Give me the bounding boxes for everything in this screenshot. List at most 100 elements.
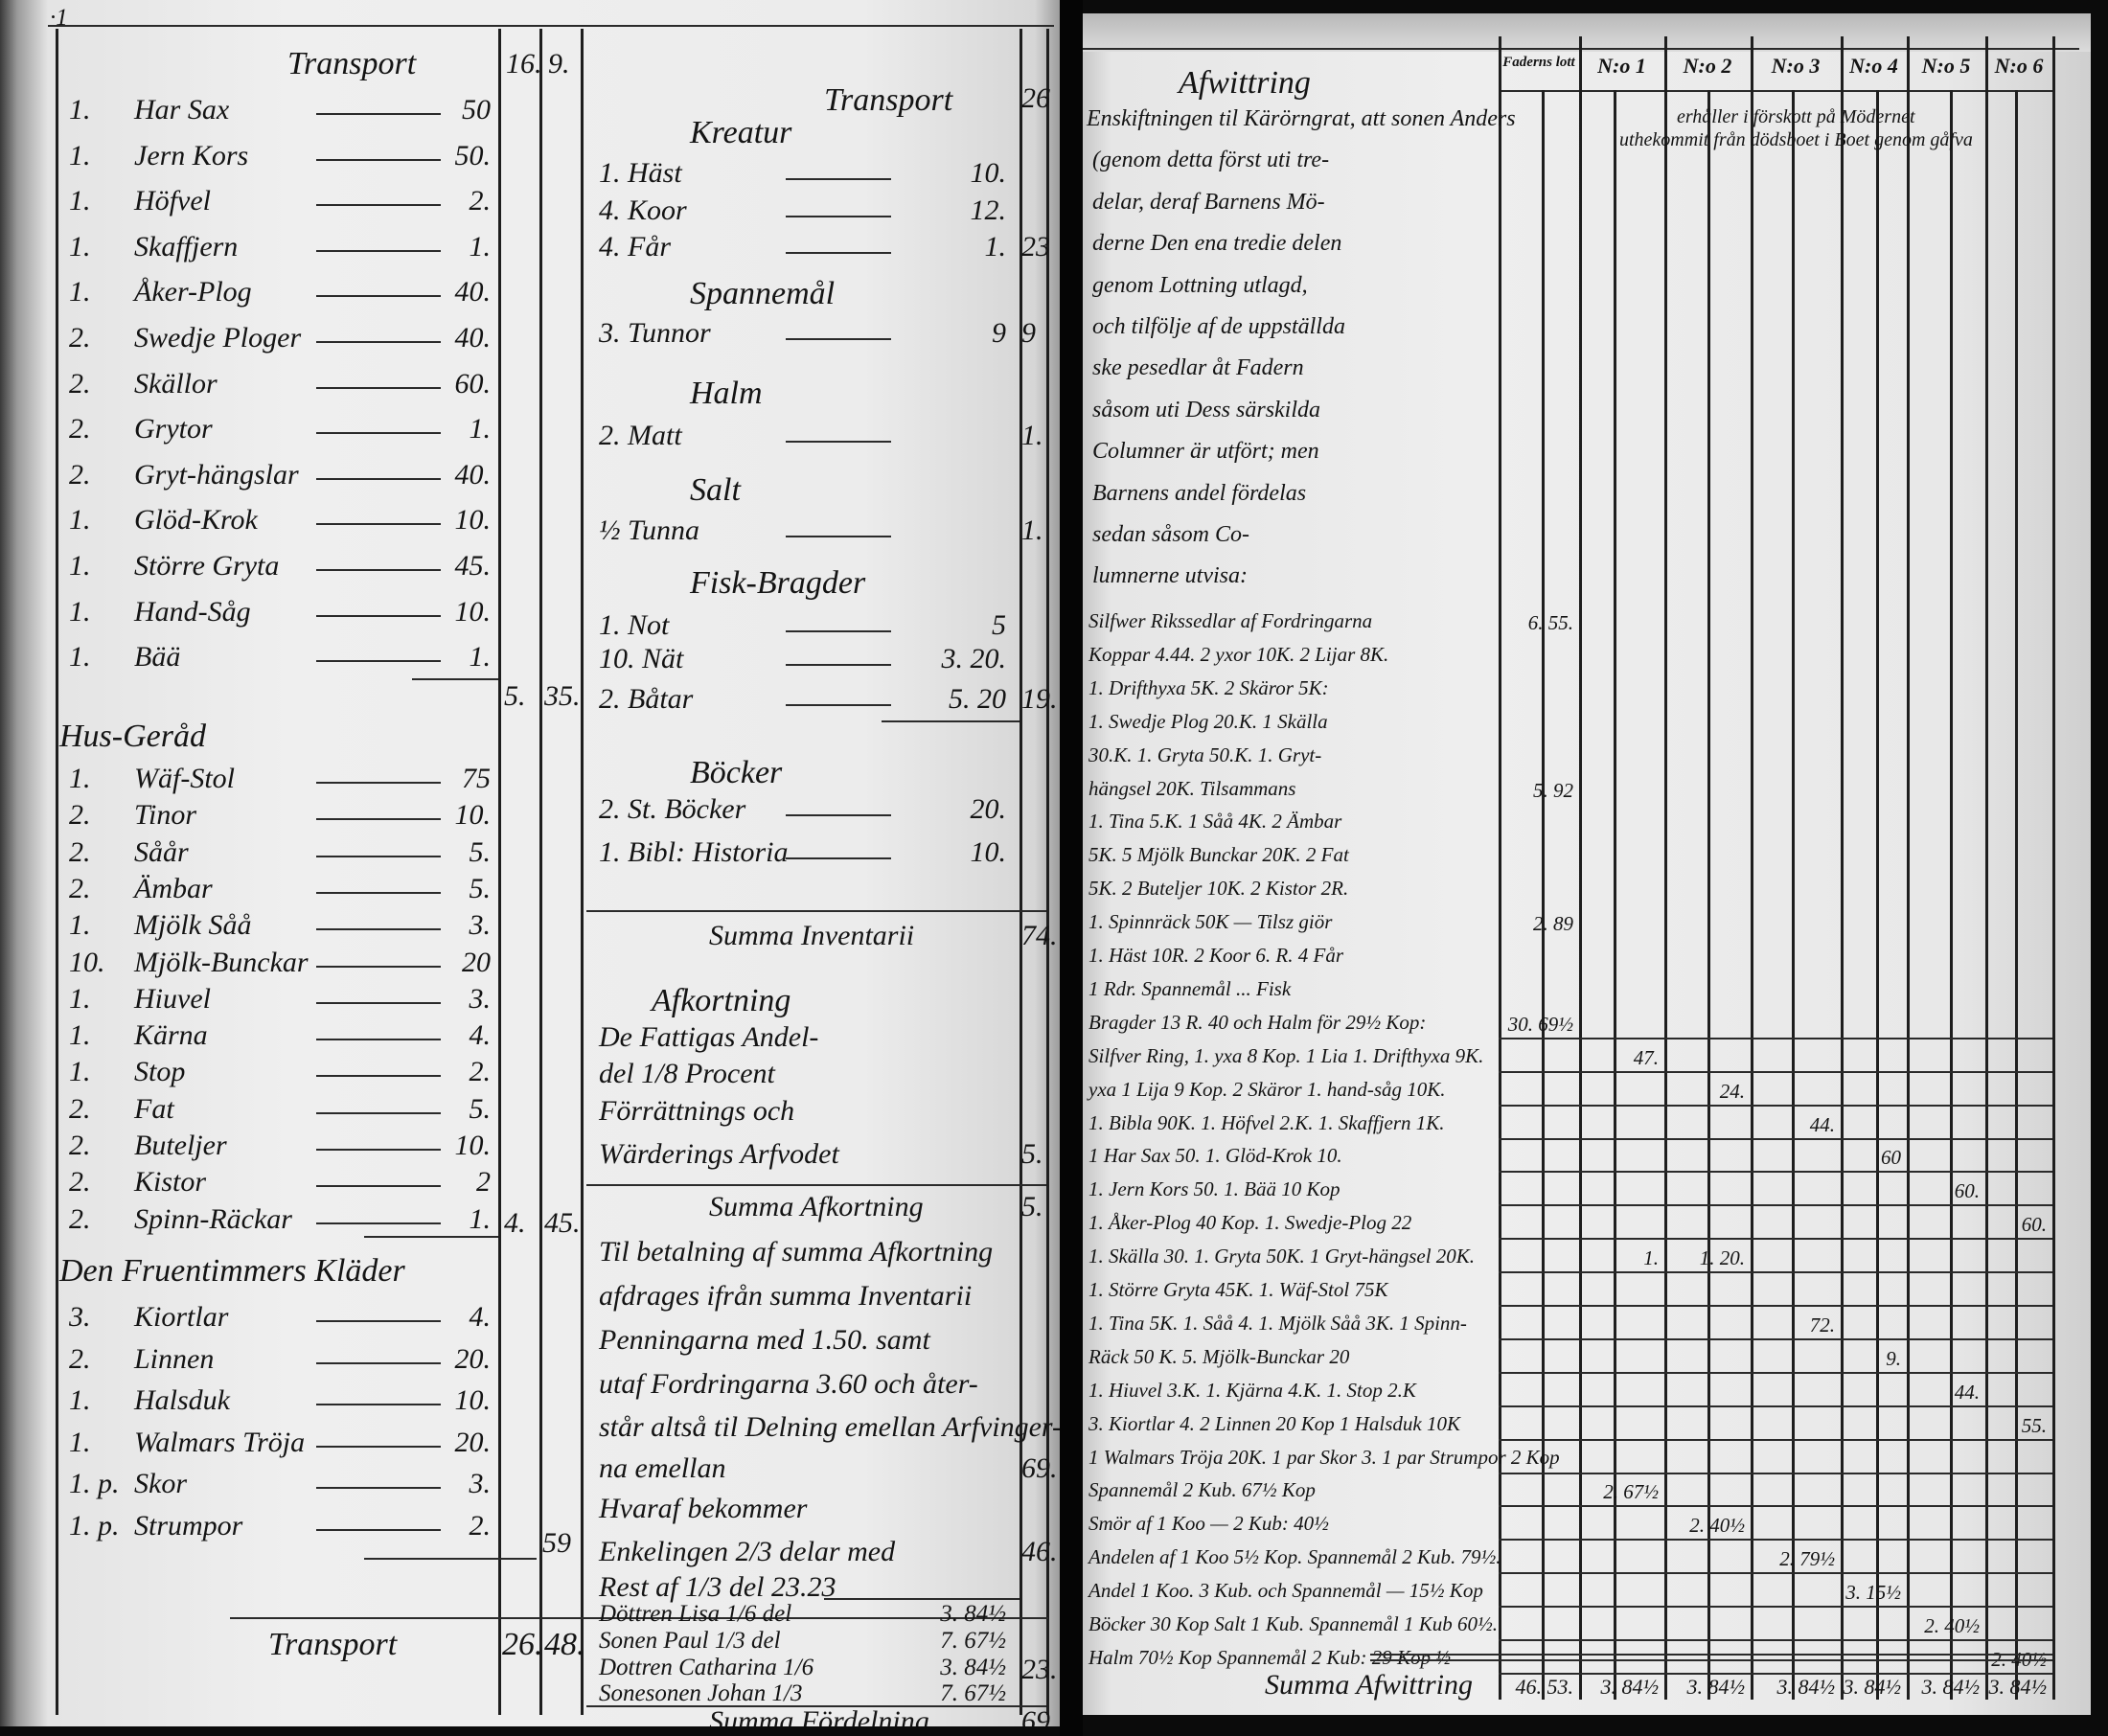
- leader-line: [316, 1529, 441, 1531]
- summa-value-no3: 3. 84½: [1776, 1675, 1836, 1699]
- inventory-row: 1. Glöd-Krok 10.: [0, 506, 498, 552]
- ledger-line: 1. Skälla 30. 1. Gryta 50K. 1 Gryt-hängs…: [1088, 1245, 1476, 1268]
- middle-row-text: na emellan: [599, 1452, 726, 1484]
- item-amount: 5.: [469, 872, 492, 904]
- item-amount: 3.: [469, 1468, 492, 1500]
- ledger-value-no2: 2. 40½: [1689, 1514, 1745, 1538]
- column-rule: [1499, 36, 1501, 1700]
- item-name: Fat: [134, 1092, 174, 1125]
- ledger-value-no2: 1. 20.: [1699, 1246, 1745, 1270]
- inventory-row: 1. Större Gryta 45.: [0, 552, 498, 598]
- item-name: Wäf-Stol: [134, 763, 235, 794]
- inventory-row: 1. Jern Kors 50.: [0, 141, 498, 188]
- leader-line: [316, 660, 441, 663]
- middle-row-text: Wärderings Arfvodet: [599, 1138, 839, 1170]
- item-amount: 2: [476, 1166, 491, 1199]
- item-name: Linnen: [134, 1342, 215, 1375]
- middle-row-text: 4. Koor: [599, 194, 687, 226]
- subcolumn-rule: [1542, 90, 1545, 1700]
- ledger-line: yxa 1 Lija 9 Kop. 2 Skäror 1. hand-såg 1…: [1088, 1077, 1446, 1101]
- item-amount: 2.: [469, 185, 492, 217]
- subtotal-rule: [824, 1598, 1020, 1600]
- section-total-kr: 5.: [504, 680, 526, 712]
- grid-row-rule: [1499, 1238, 2052, 1241]
- summa-label: Summa Inventarii: [709, 920, 915, 951]
- item-quantity: 2.: [69, 367, 91, 400]
- item-quantity: 2.: [69, 1166, 91, 1199]
- transport-ore: 48.: [544, 1627, 585, 1662]
- item-quantity: 3.: [69, 1301, 91, 1333]
- item-name: Swedje Ploger: [134, 322, 302, 354]
- leader-line: [786, 814, 891, 816]
- inventory-row: 2. Linnen 20.: [0, 1342, 498, 1387]
- inventory-row: 1. Har Sax 50: [0, 96, 498, 142]
- column-rule: [1841, 36, 1844, 1700]
- summa-value-fadern: 46. 53.: [1515, 1675, 1574, 1699]
- inventory-row: 1. Mjölk Såå 3.: [0, 911, 498, 948]
- item-quantity: 1.: [69, 1056, 91, 1088]
- heir-share-label: Sonen Paul 1/3 del: [599, 1628, 781, 1654]
- item-quantity: 2.: [69, 322, 91, 354]
- preamble-line: lumnerne utvisa:: [1092, 563, 1248, 589]
- middle-total: 9: [1021, 317, 1036, 349]
- right-page: Faderns lott N:o 1 N:o 2 N:o 3 N:o 4 N:o 5 N:o…: [1083, 13, 2091, 1715]
- leader-line: [316, 1404, 441, 1406]
- leader-line: [786, 630, 891, 632]
- ledger-value-no4: 9.: [1886, 1346, 1901, 1370]
- ledger-value-no6: 60.: [2021, 1213, 2047, 1237]
- leader-line: [316, 782, 441, 784]
- column-header-no2: N:o 2: [1683, 54, 1732, 78]
- leader-line: [316, 477, 441, 480]
- subtotal-rule: [364, 1558, 537, 1560]
- inventory-row: 1. Hiuvel 3.: [0, 982, 498, 1021]
- preamble-line: derne Den ena tredie delen: [1092, 231, 1342, 257]
- category-heading: Afkortning: [652, 983, 791, 1018]
- inventory-row: 1. p. Skor 3.: [0, 1470, 498, 1512]
- item-quantity: 1.: [69, 909, 91, 942]
- item-name: Hiuvel: [134, 982, 211, 1015]
- item-amount: 10.: [454, 799, 492, 832]
- item-name: Hand-Såg: [134, 595, 251, 628]
- ledger-value-fadern: 30. 69½: [1507, 1012, 1573, 1036]
- subtotal-rule: [882, 720, 1020, 722]
- middle-row-text: ½ Tunna: [599, 514, 700, 546]
- subcolumn-rule: [2015, 90, 2018, 1700]
- ledger-line: Halm 70½ Kop Spannemål 2 Kub: 29 Kop ½: [1088, 1645, 1451, 1669]
- item-amount: 10.: [454, 1384, 492, 1417]
- inventory-row: 1. Bää 1.: [0, 643, 498, 689]
- ledger-value-no1: 1.: [1643, 1246, 1659, 1270]
- item-name: Skor: [134, 1468, 187, 1500]
- item-amount: 1.: [469, 413, 492, 445]
- summa-label: Summa Fördelning: [709, 1705, 929, 1727]
- item-amount: 40.: [454, 322, 492, 354]
- grid-row-rule: [1499, 1305, 2052, 1307]
- ledger-line: 1 Har Sax 50. 1. Glöd-Krok 10.: [1088, 1144, 1342, 1168]
- category-heading: Fisk-Bragder: [690, 565, 866, 601]
- middle-amount: 3. 84½: [940, 1601, 1006, 1627]
- item-name: Större Gryta: [134, 550, 280, 582]
- grid-row-rule: [1499, 1606, 2052, 1609]
- column-rule: [2052, 36, 2055, 1700]
- inventory-row: 2. Fat 5.: [0, 1092, 498, 1131]
- item-name: Glöd-Krok: [134, 504, 258, 537]
- preamble-overlay-line: uthekommit från dödsboet i Boet genom gå…: [1619, 129, 1973, 150]
- item-amount: 20: [462, 946, 491, 978]
- item-name: Strumpor: [134, 1510, 243, 1542]
- leader-line: [316, 614, 441, 617]
- ledger-value-no3: 72.: [1809, 1313, 1835, 1336]
- leader-line: [316, 386, 441, 389]
- leader-line: [316, 1111, 441, 1114]
- inventory-row: 1. Halsduk 10.: [0, 1386, 498, 1428]
- ledger-line: Silfwer Rikssedlar af Fordringarna: [1088, 609, 1373, 632]
- leader-line: [786, 252, 891, 254]
- transport-kr: 16.: [506, 48, 542, 80]
- leader-line: [316, 295, 441, 298]
- grid-row-rule: [1499, 1137, 2052, 1140]
- middle-total: 69.: [1021, 1452, 1058, 1484]
- middle-row-text: Rest af 1/3 del 23.23: [599, 1571, 836, 1603]
- middle-row-text: 10. Nät: [599, 643, 684, 674]
- section-total-ore: 35.: [544, 680, 581, 712]
- subcolumn-rule: [1614, 90, 1616, 1700]
- grid-row-rule: [1499, 1505, 2052, 1508]
- page-number: ·1: [50, 5, 68, 31]
